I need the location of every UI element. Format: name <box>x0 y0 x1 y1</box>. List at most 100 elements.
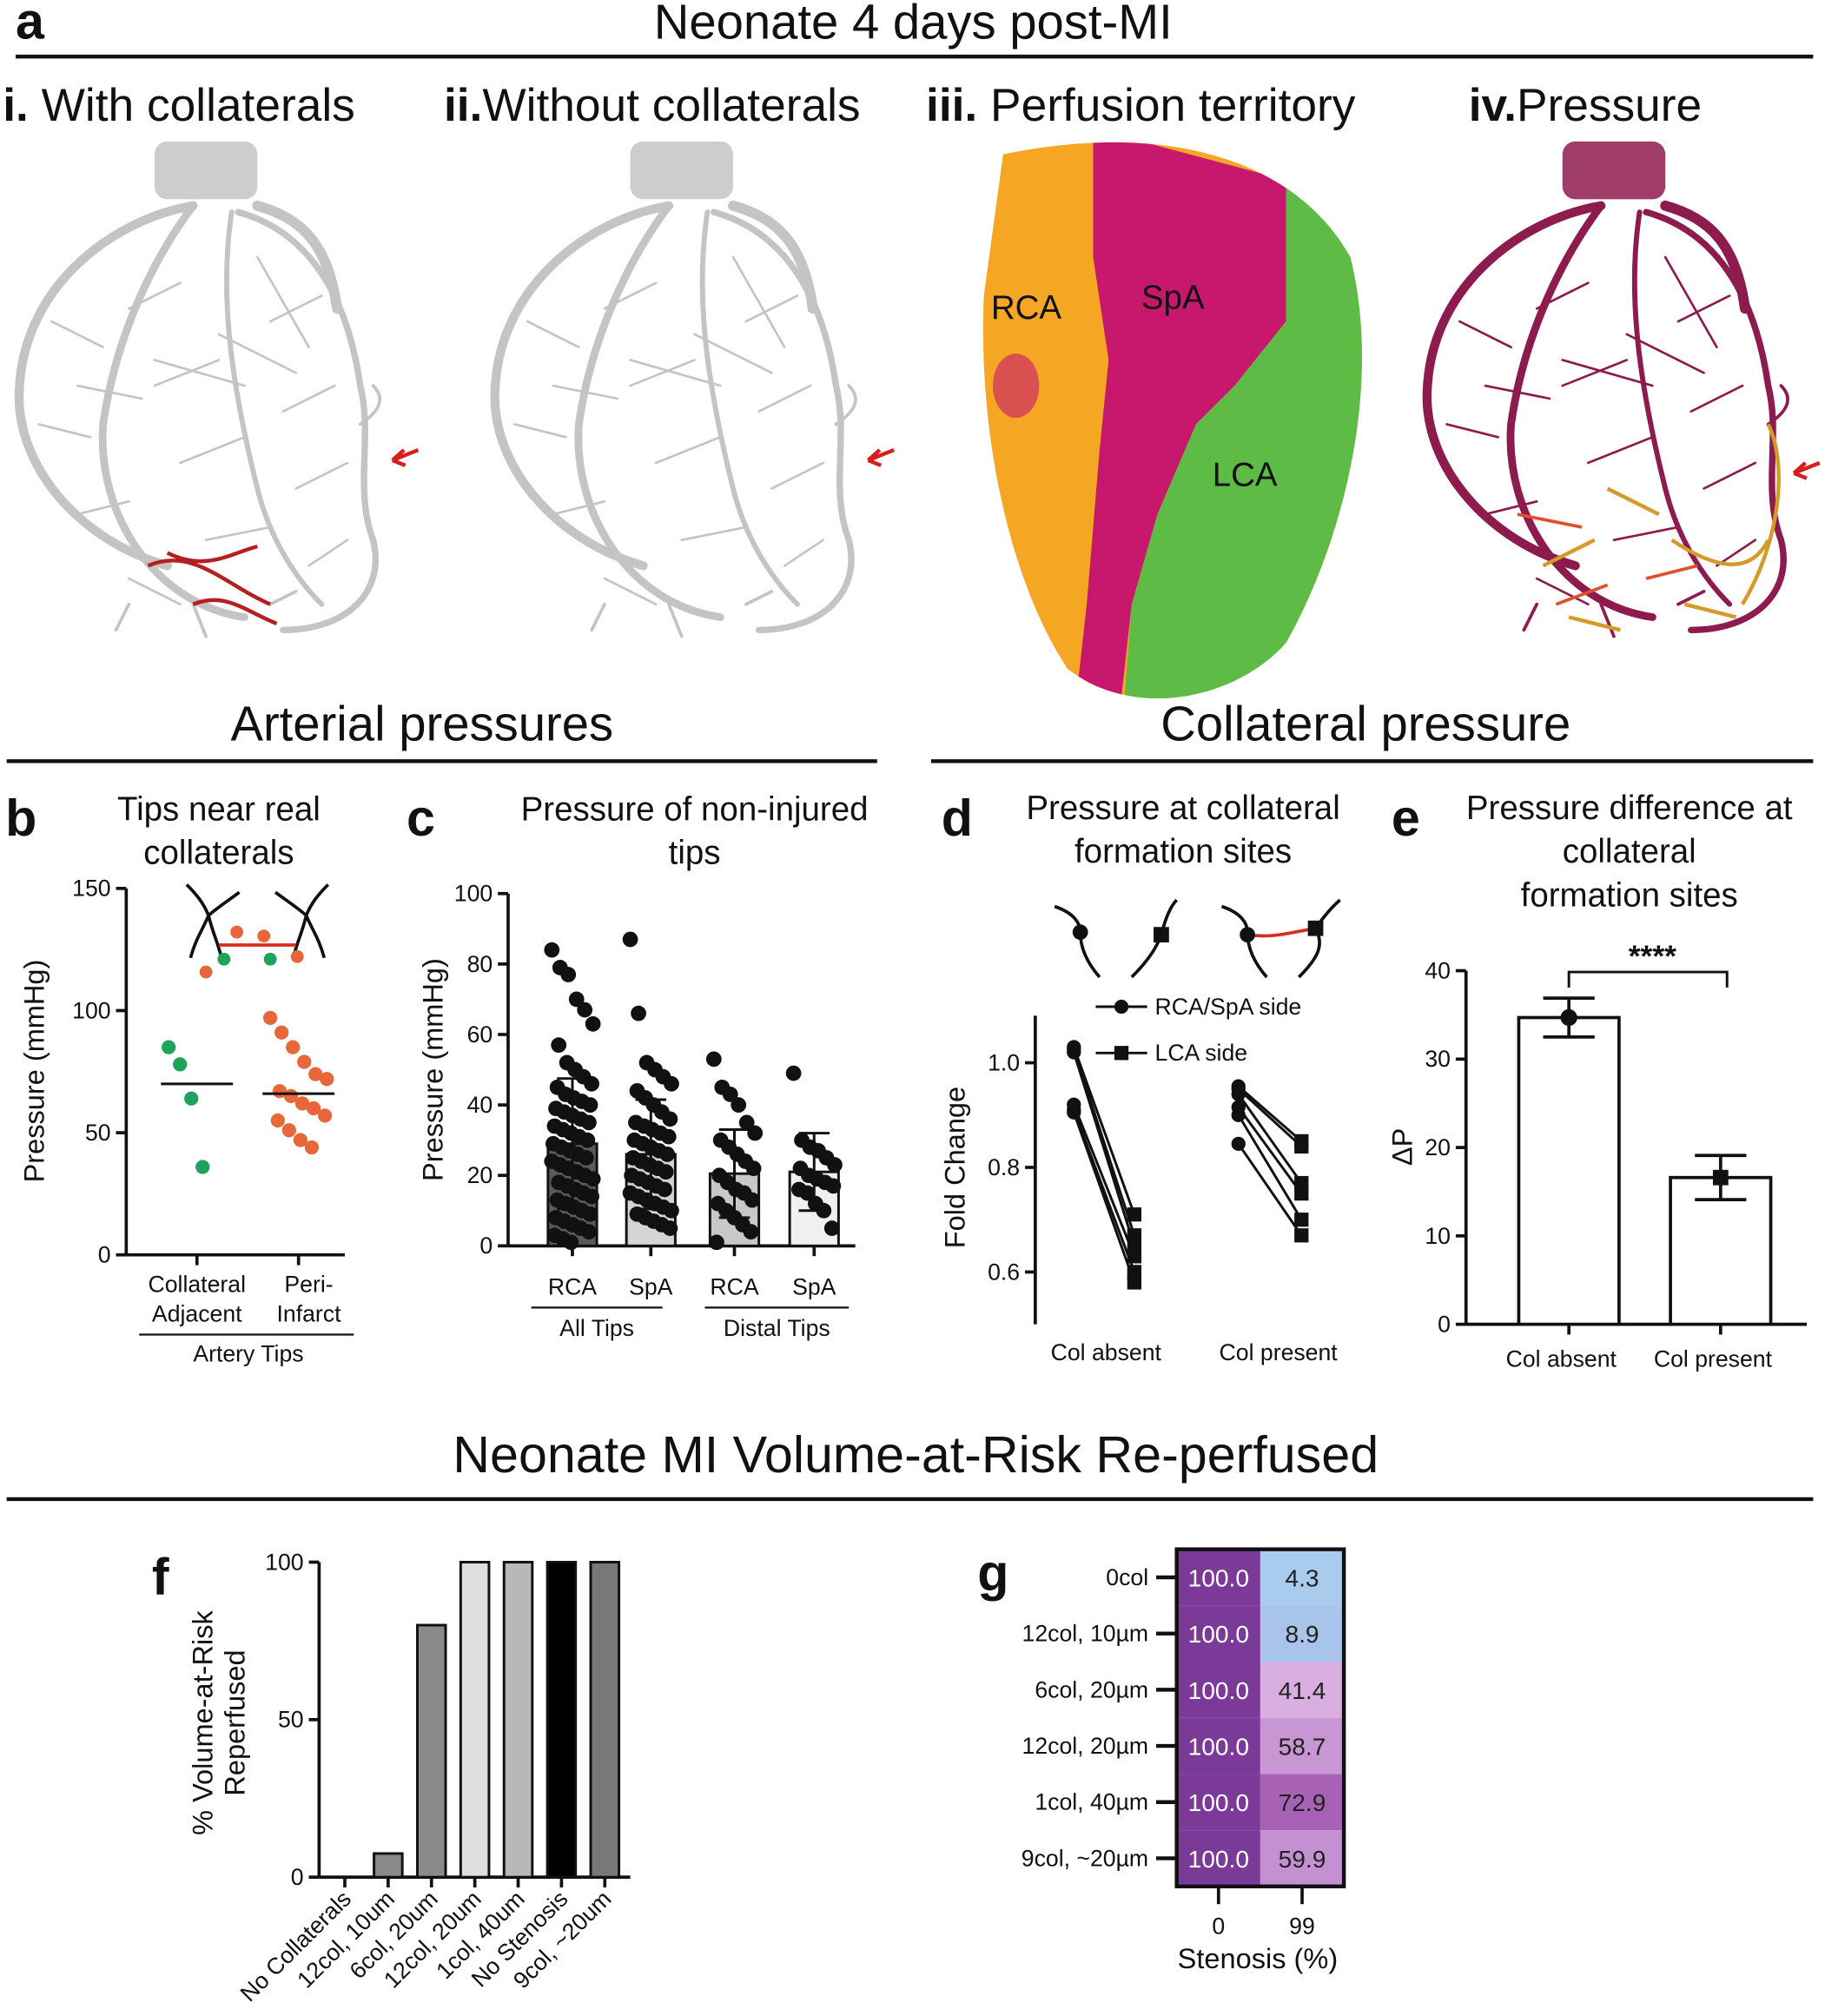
x-tick-label: SpA <box>792 1274 836 1300</box>
x-tick-label: Col present <box>1654 1345 1773 1372</box>
point <box>1294 1186 1309 1201</box>
pair-line <box>1072 1052 1136 1246</box>
pair-line <box>1237 1085 1303 1143</box>
chart-title-line: formation sites <box>1521 877 1738 915</box>
error-bar <box>557 1077 588 1211</box>
panel-label: e <box>1392 789 1420 847</box>
cell-label: 58.7 <box>1279 1733 1326 1760</box>
x-tick-label: SpA <box>629 1274 673 1300</box>
dot <box>262 1010 278 1026</box>
y-tick-label: 20 <box>467 1162 493 1188</box>
chart-title-line: collateral <box>1563 833 1696 870</box>
bar <box>546 1560 578 1879</box>
x-tick-label: Peri- Infarct <box>277 1272 342 1327</box>
pair-line <box>1237 1143 1303 1237</box>
cell <box>1176 1549 1260 1606</box>
bar <box>373 1852 404 1879</box>
point <box>1294 1228 1309 1243</box>
heading: Neonate MI Volume-at-Risk Re-perfused <box>453 1425 1379 1484</box>
dot <box>317 1108 333 1123</box>
inset-diagram <box>185 883 330 959</box>
y-axis-label: Reperfused <box>220 1649 251 1795</box>
cell-label: 100.0 <box>1188 1846 1249 1873</box>
chart-title: Pressure difference at collateral formatio… <box>1466 790 1793 915</box>
subtitle: iv.Pressure <box>1469 80 1702 131</box>
point <box>660 1128 677 1145</box>
chart-title: Pressure of non-injured tips <box>521 790 869 871</box>
group-label: Distal Tips <box>724 1315 830 1341</box>
legend-label: LCA side <box>1155 1040 1248 1066</box>
x-tick-label: 99 <box>1289 1913 1315 1939</box>
point <box>560 967 577 982</box>
dot <box>297 1054 312 1069</box>
point <box>747 1125 764 1141</box>
cell <box>1260 1549 1345 1606</box>
dot <box>308 1067 323 1081</box>
panel-label: g <box>977 1543 1008 1602</box>
y-tick-label: 60 <box>467 1021 493 1048</box>
panel-label: a <box>16 0 45 50</box>
point <box>581 1224 597 1240</box>
point <box>551 1037 567 1054</box>
heading: Collateral pressure <box>1160 697 1570 751</box>
subtitle: ii.Without collaterals <box>444 80 861 131</box>
x-tick-label: Col present <box>1220 1339 1339 1365</box>
point <box>582 1097 598 1113</box>
pair-line <box>1072 1109 1136 1272</box>
x-tick-label-line: Infarct <box>277 1301 342 1327</box>
arrow <box>1792 460 1821 480</box>
pair-line <box>1237 1093 1303 1184</box>
point <box>578 1150 594 1166</box>
group-label: All Tips <box>559 1315 634 1341</box>
point <box>622 931 638 948</box>
point <box>1127 1275 1141 1290</box>
point <box>1294 1213 1309 1227</box>
y-axis-label: % Volume-at-Risk <box>188 1609 219 1834</box>
chart-title: Tips near real collaterals <box>117 790 321 871</box>
error-bar <box>635 1098 667 1211</box>
point <box>657 1181 672 1198</box>
point <box>743 1224 759 1240</box>
marker <box>1712 1169 1729 1186</box>
cell-label: 8.9 <box>1285 1621 1319 1648</box>
cell-label: 100.0 <box>1188 1733 1249 1760</box>
point <box>1067 1105 1081 1120</box>
point <box>584 1075 599 1092</box>
dot <box>173 1057 188 1072</box>
cell-label: 100.0 <box>1188 1621 1249 1648</box>
chart-title-line: collaterals <box>143 835 294 872</box>
dot <box>270 1113 285 1128</box>
y-tick-label: 40 <box>467 1092 493 1118</box>
y-tick-label: 10 <box>1425 1223 1451 1249</box>
point <box>827 1157 843 1173</box>
cell <box>1260 1662 1345 1718</box>
point <box>1231 1087 1246 1101</box>
dot <box>320 1072 334 1087</box>
point <box>722 1087 738 1102</box>
point <box>1114 1046 1129 1061</box>
marker <box>1560 1008 1577 1027</box>
perfusion-map <box>982 142 1362 699</box>
dot <box>306 1101 321 1116</box>
pair-line <box>1072 1047 1136 1215</box>
point <box>1127 1249 1141 1264</box>
chart-title-line: tips <box>669 835 721 872</box>
point <box>662 1220 678 1236</box>
row-label: 12col, 20µm <box>1022 1733 1149 1759</box>
point <box>744 1192 760 1208</box>
arrow <box>391 448 420 467</box>
point <box>582 1206 598 1222</box>
cell-label: 100.0 <box>1188 1564 1249 1591</box>
point <box>1231 1107 1246 1122</box>
chart-title-line: Pressure difference at <box>1466 790 1793 827</box>
pressure-branches <box>1517 512 1698 606</box>
panel-label: c <box>407 789 435 847</box>
cell-label: 72.9 <box>1279 1789 1326 1816</box>
point <box>659 1147 676 1162</box>
artery-tree <box>495 142 856 637</box>
point <box>563 1234 579 1251</box>
row-label: 9col, ~20µm <box>1022 1845 1148 1871</box>
x-axis-label: Stenosis (%) <box>1178 1943 1338 1974</box>
cell-label: 4.3 <box>1285 1564 1319 1591</box>
